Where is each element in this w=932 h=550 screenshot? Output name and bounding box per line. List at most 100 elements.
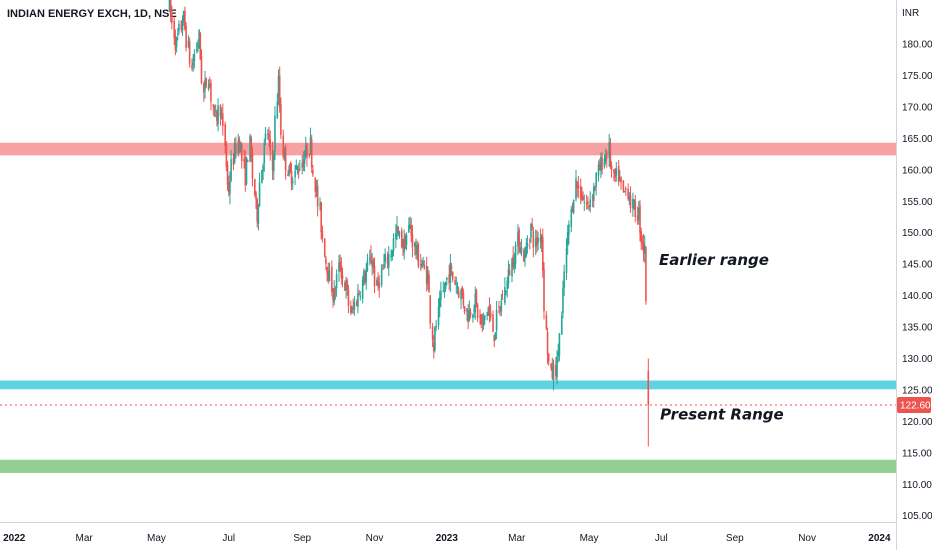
- candle-body: [171, 12, 173, 24]
- candle-body: [319, 204, 321, 206]
- candle-body: [404, 235, 407, 249]
- candle-down: [629, 186, 632, 213]
- candle-body: [622, 180, 625, 192]
- candle-body: [606, 152, 608, 159]
- candle-body: [245, 157, 248, 184]
- candle-down: [297, 163, 300, 179]
- candle-body: [634, 200, 637, 217]
- candle-down: [481, 313, 484, 333]
- candle-down: [325, 255, 327, 271]
- y-tick-label: 180.00: [902, 40, 932, 51]
- candle-up: [391, 249, 394, 261]
- candle-body: [608, 142, 610, 158]
- candle-down: [287, 170, 289, 177]
- candle-up: [175, 36, 178, 53]
- candle-down: [640, 227, 642, 250]
- candle-up: [628, 192, 631, 205]
- candle-body: [301, 162, 304, 168]
- candle-body: [629, 195, 632, 209]
- candle-up: [474, 286, 477, 320]
- candle-body: [588, 205, 590, 207]
- candle-up: [371, 253, 373, 276]
- candle-up: [328, 262, 331, 282]
- candle-up: [361, 275, 364, 304]
- candle-body: [346, 280, 349, 291]
- candle-up: [229, 171, 231, 205]
- candle-down: [591, 193, 594, 208]
- candle-up: [395, 224, 397, 249]
- candle-down: [512, 246, 514, 270]
- candle-body: [333, 288, 336, 302]
- candle-body: [256, 199, 258, 222]
- candle-body: [397, 226, 400, 234]
- candle-body: [340, 265, 343, 278]
- candle-body: [505, 290, 507, 292]
- y-tick-label: 110.00: [902, 480, 932, 491]
- candle-up: [520, 238, 523, 257]
- candle-down: [244, 150, 247, 192]
- candle-down: [463, 305, 466, 315]
- candle-body: [615, 168, 618, 176]
- candle-up: [195, 42, 198, 54]
- candle-up: [570, 205, 573, 233]
- candle-body: [489, 312, 492, 318]
- candle-down: [341, 267, 344, 288]
- candle-body: [542, 237, 544, 271]
- last-price-badge: [897, 397, 931, 414]
- candle-up: [455, 276, 458, 294]
- candle-body: [557, 352, 560, 356]
- candle-up: [230, 149, 232, 183]
- candle-body: [487, 307, 490, 316]
- candle-body: [195, 49, 198, 51]
- candle-down: [576, 181, 578, 198]
- candle-down: [308, 152, 311, 159]
- candle-down: [543, 262, 545, 320]
- candle-down: [254, 178, 256, 198]
- candle-body: [261, 170, 263, 184]
- candle-body: [291, 180, 294, 183]
- candle-up: [245, 156, 248, 186]
- candle-up: [276, 93, 279, 119]
- candle-body: [267, 133, 269, 135]
- candle-body: [396, 226, 398, 234]
- candle-body: [492, 314, 494, 332]
- candle-up: [482, 312, 485, 330]
- candle-down: [518, 227, 520, 254]
- candle-down: [588, 205, 590, 211]
- candle-body: [504, 287, 506, 304]
- candle-down: [208, 76, 211, 89]
- zones-layer: [0, 142, 896, 473]
- candle-down: [488, 297, 491, 323]
- candle-body: [232, 158, 235, 165]
- candle-body: [479, 315, 481, 317]
- candle-down: [321, 225, 324, 243]
- candle-down: [539, 228, 542, 249]
- candle-body: [398, 231, 401, 237]
- candle-body: [623, 190, 626, 192]
- candle-body: [536, 237, 538, 246]
- candle-up: [368, 249, 371, 266]
- candle-up: [572, 199, 575, 215]
- candle-body: [222, 113, 224, 127]
- candle-body: [501, 298, 504, 300]
- candle-down: [238, 136, 241, 154]
- candle-body: [473, 309, 475, 312]
- candle-body: [530, 224, 532, 239]
- candle-body: [639, 205, 641, 233]
- candle-down: [344, 280, 346, 291]
- candle-up: [333, 280, 336, 306]
- candle-up: [483, 315, 486, 326]
- candle-body: [475, 290, 478, 304]
- candle-down: [340, 257, 343, 285]
- candle-body: [456, 287, 459, 289]
- candle-up: [556, 350, 558, 385]
- candle-down: [282, 129, 285, 160]
- candle-down: [614, 168, 616, 183]
- candle-body: [493, 334, 496, 342]
- candle-up: [383, 253, 385, 270]
- candle-up: [387, 246, 390, 277]
- candle-down: [358, 289, 360, 296]
- candle-body: [545, 314, 548, 329]
- candle-body: [636, 215, 639, 221]
